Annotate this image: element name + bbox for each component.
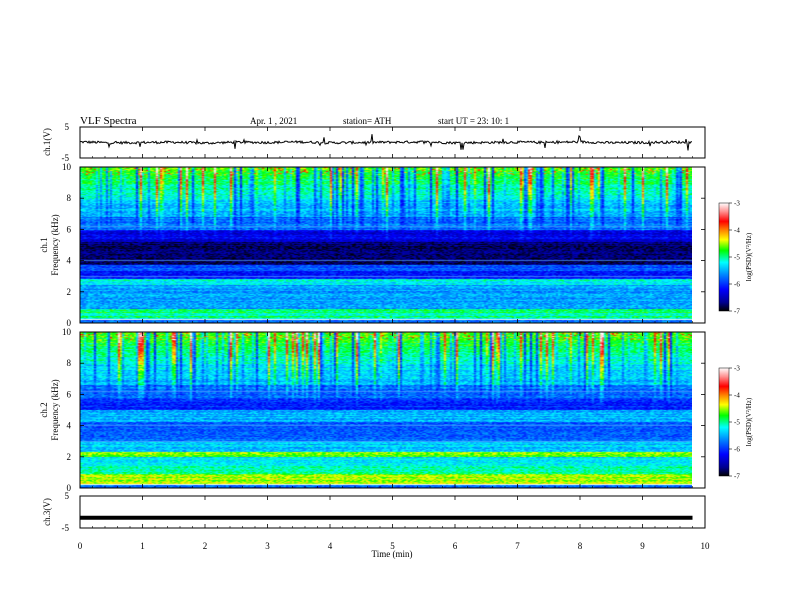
ch2-colorbar-ticks: -3 -4 -5 -6 -7 bbox=[729, 365, 740, 481]
colorbar-tick-label: -3 bbox=[734, 365, 740, 373]
ch2-colorbar-label: log(PSD)(V²/Hz) bbox=[745, 397, 753, 446]
y-tick-label: 10 bbox=[62, 327, 72, 337]
x-tick-label: 4 bbox=[328, 541, 333, 551]
ch1-waveform-panel: ch.1(V) 5 -5 bbox=[42, 122, 706, 163]
y-tick-label: 8 bbox=[67, 358, 72, 368]
colorbar-tick-label: -4 bbox=[734, 392, 740, 400]
start-time-label: start UT = 23: 10: 1 bbox=[438, 116, 509, 126]
time-axis-label: Time (min) bbox=[372, 549, 413, 559]
y-tick-label: 2 bbox=[67, 452, 72, 462]
colorbar-tick-label: -7 bbox=[734, 308, 740, 316]
figure-title: VLF Spectra bbox=[80, 115, 137, 127]
ch2-colorbar bbox=[718, 367, 730, 477]
ch1-colorbar-label: log(PSD)(V²/Hz) bbox=[745, 232, 753, 281]
ch2-spectrogram-ylabel-channel: ch.2 bbox=[39, 402, 49, 417]
ch2-spectrogram-ylabel-freq: Frequency (kHz) bbox=[50, 379, 60, 440]
colorbar-tick-label: -7 bbox=[734, 473, 740, 481]
time-axis-ticks: 0 1 2 3 4 5 6 7 8 9 10 bbox=[78, 127, 710, 551]
colorbar-tick-label: -5 bbox=[734, 254, 740, 262]
y-tick-label: 4 bbox=[67, 256, 72, 266]
ch3-waveform-panel: ch.3(V) 5 -5 bbox=[42, 491, 706, 533]
ch3-waveform-ytick-top: 5 bbox=[65, 491, 70, 501]
x-tick-label: 9 bbox=[640, 541, 645, 551]
ch2-spectrogram-yticks: 0 2 4 6 8 10 bbox=[62, 327, 705, 493]
ch1-colorbar bbox=[718, 202, 730, 312]
x-tick-label: 8 bbox=[578, 541, 583, 551]
x-tick-label: 3 bbox=[265, 541, 270, 551]
ch3-waveform-ytick-bottom: -5 bbox=[62, 523, 70, 533]
x-tick-label: 1 bbox=[140, 541, 145, 551]
station-label: station= ATH bbox=[343, 116, 392, 126]
ch1-spectrogram-ylabel-freq: Frequency (kHz) bbox=[50, 214, 60, 275]
colorbar-tick-label: -6 bbox=[734, 446, 740, 454]
y-tick-label: 0 bbox=[67, 483, 72, 493]
colorbar-tick-label: -5 bbox=[734, 419, 740, 427]
colorbar-tick-label: -3 bbox=[734, 200, 740, 208]
ch1-spectrogram-yticks: 0 2 4 6 8 10 bbox=[62, 162, 705, 328]
ch1-waveform-trace bbox=[79, 134, 692, 151]
x-tick-label: 6 bbox=[453, 541, 458, 551]
ch1-waveform-ytick-bottom: -5 bbox=[62, 153, 70, 163]
y-tick-label: 2 bbox=[67, 287, 72, 297]
ch3-waveform-frame bbox=[79, 495, 706, 529]
ch1-waveform-ytick-top: 5 bbox=[65, 122, 70, 132]
colorbar-tick-label: -6 bbox=[734, 281, 740, 289]
y-tick-label: 6 bbox=[67, 389, 72, 399]
y-tick-label: 10 bbox=[62, 162, 72, 172]
date-label: Apr. 1 , 2021 bbox=[250, 116, 297, 126]
ch1-waveform-ylabel: ch.1(V) bbox=[42, 128, 52, 156]
ch1-colorbar-ticks: -3 -4 -5 -6 -7 bbox=[729, 200, 740, 316]
x-tick-label: 10 bbox=[701, 541, 711, 551]
y-tick-label: 4 bbox=[67, 421, 72, 431]
colorbar-tick-label: -4 bbox=[734, 227, 740, 235]
x-tick-label: 0 bbox=[78, 541, 83, 551]
y-tick-label: 6 bbox=[67, 224, 72, 234]
x-tick-label: 5 bbox=[390, 541, 395, 551]
x-tick-label: 7 bbox=[515, 541, 520, 551]
ch1-spectrogram-ylabel-channel: ch.1 bbox=[39, 237, 49, 252]
ch1-spectrogram-image bbox=[80, 167, 692, 323]
y-tick-label: 0 bbox=[67, 318, 72, 328]
y-tick-label: 8 bbox=[67, 193, 72, 203]
ch2-spectrogram-image bbox=[80, 332, 692, 488]
ch3-waveform-ylabel: ch.3(V) bbox=[42, 498, 52, 526]
x-tick-label: 2 bbox=[203, 541, 208, 551]
